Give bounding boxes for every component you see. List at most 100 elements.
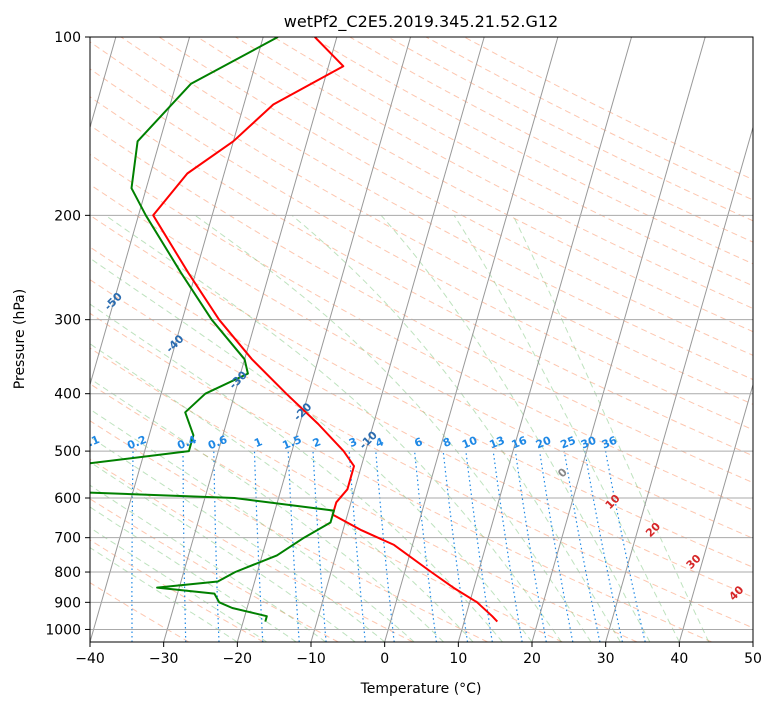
mixing-ratio-label: 20 [534,434,553,452]
mixing-ratio-line [348,451,366,642]
x-axis-title: Temperature (°C) [360,681,482,697]
mixing-ratio-label: 1 [252,435,264,450]
dry-adiabat [273,37,753,287]
dry-adiabat [90,420,488,642]
mixing-ratio-label: 4 [374,435,386,450]
mixing-ratio-label: 36 [600,434,619,452]
moist-adiabat [453,215,680,642]
x-axis: −40 −30 −20 −10 0 10 20 30 40 50 [75,642,762,667]
y-tick-label: 800 [54,565,81,581]
x-tick-label: 20 [523,651,541,667]
moist-adiabat-label: 40 [726,583,746,603]
chart-title: wetPf2_C2E5.2019.345.21.52.G12 [284,12,558,32]
y-tick-label: 1000 [45,622,81,638]
isotherm [678,382,753,642]
isotherm-label: -50 [102,290,125,313]
y-tick-label: 200 [54,208,81,224]
dry-adiabat [90,153,753,511]
mixing-ratio-line [213,451,220,642]
mixing-ratio-label: 2 [311,435,323,450]
isotherm-label: -70 [0,173,11,196]
isotherm [90,37,264,642]
mixing-ratio-line [563,451,601,642]
mixing-ratio-line [442,451,469,642]
moist-adiabat [90,527,268,642]
temperature-line [152,37,499,623]
plot-frame [89,36,754,643]
moist-adiabat-label: 30 [684,552,704,572]
dry-adiabat [158,37,753,356]
dry-adiabat [90,458,414,642]
dry-adiabat [90,347,638,642]
moist-adiabat [380,214,651,642]
mixing-ratio-line [375,451,395,642]
dry-adiabat [463,37,753,181]
y-axis: 100 200 300 400 500 600 700 800 900 1000 [45,30,90,638]
y-tick-label: 500 [54,444,81,460]
dry-adiabat [235,37,753,310]
dry-adiabat [90,539,264,642]
dry-adiabat [90,96,753,457]
moist-adiabat [512,215,710,642]
dry-adiabat [90,582,190,642]
dry-adiabat [90,312,712,642]
mixing-ratio-label: 0.1 [79,433,102,452]
isotherm [752,640,753,642]
mixing-ratio-line [514,451,547,642]
mixing-ratio-line [465,451,493,642]
dry-adiabat [90,41,753,405]
mixing-ratio-line [182,451,187,642]
dry-adiabat [197,37,753,333]
x-tick-label: 30 [597,651,615,667]
y-tick-label: 100 [54,30,81,46]
mixing-ratio-line [287,451,300,642]
mixing-ratio-label: 3 [347,435,359,450]
isotherm [90,37,191,387]
mixing-ratio-label: 10 [460,434,479,452]
mixing-ratio-label: 25 [559,434,578,452]
y-tick-label: 700 [54,531,81,547]
moist-adiabat [90,461,356,642]
mixing-ratio-label: 8 [441,435,453,450]
mixing-ratio-line [414,451,437,642]
moist-adiabat [105,214,562,642]
mixing-ratio-line [82,451,86,642]
isotherm-label: -20 [291,400,314,423]
mixing-ratio-line [312,451,327,642]
dry-adiabat [90,68,753,431]
dry-adiabat [90,214,753,568]
moist-adiabat [90,506,297,642]
isotherm [310,37,485,642]
grid [90,37,753,642]
isotherm [163,37,338,642]
isotherm [531,37,706,642]
moist-adiabat [90,484,326,642]
mixing-ratio-line [492,451,523,642]
x-tick-label: 10 [449,651,467,667]
dry-adiabat [90,279,753,629]
dewpoint-line [90,37,335,622]
mixing-ratio-line [253,451,264,642]
x-tick-label: 0 [380,651,389,667]
mixing-ratio-label: 13 [488,434,507,452]
x-tick-label: −30 [149,651,179,667]
mixing-ratio-label: 16 [510,434,529,452]
x-tick-label: −20 [223,651,253,667]
isotherm [236,37,412,642]
x-tick-label: −40 [75,651,105,667]
y-axis-title: Pressure (hPa) [12,289,28,389]
dry-adiabat [349,37,753,243]
mixing-ratio-line [605,450,646,642]
dry-adiabat [90,246,753,598]
isotherm [384,37,559,642]
x-tick-label: −10 [296,651,326,667]
line-labels: -100-90-80-70-60-50-40-30-20-100.10.20.4… [0,173,747,604]
isotherm [457,37,633,642]
mixing-ratio-line [539,451,574,642]
y-tick-label: 900 [54,595,81,611]
x-tick-label: 40 [670,651,688,667]
moist-adiabat [90,343,474,642]
y-tick-label: 600 [54,491,81,507]
y-tick-label: 300 [54,313,81,329]
